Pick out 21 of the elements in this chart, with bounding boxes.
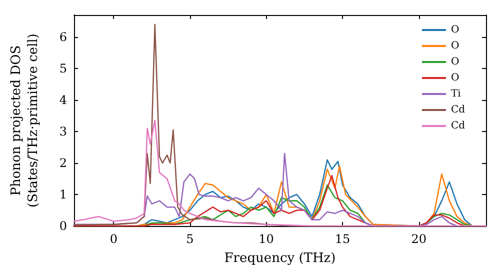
x-tick-label: 5 <box>186 232 194 246</box>
legend-label: O <box>450 72 460 84</box>
y-tick-label: 1 <box>59 188 67 202</box>
y-tick-label: 3 <box>59 124 67 139</box>
legend-label: O <box>450 24 460 36</box>
x-axis-title: Frequency (THz) <box>224 250 336 266</box>
y-tick-label: 5 <box>59 62 67 76</box>
legend-label: Cd <box>450 120 466 132</box>
y-tick-label: 0 <box>59 219 67 233</box>
legend-label: O <box>450 56 460 68</box>
x-tick-label: 0 <box>110 232 118 246</box>
legend-label: Ti <box>450 88 461 100</box>
x-tick-label: 15 <box>334 232 350 246</box>
y-tick-label: 2 <box>59 156 67 170</box>
y-tick-label: 6 <box>59 30 67 44</box>
x-tick-label: 20 <box>411 232 426 246</box>
x-tick-label: 10 <box>258 232 274 246</box>
legend-label: Cd <box>450 104 466 116</box>
y-tick-label: 4 <box>59 93 68 108</box>
legend-label: O <box>450 40 460 52</box>
y-axis-title: Phonon projected DOS (States/THz·primitive cell) <box>9 33 41 208</box>
